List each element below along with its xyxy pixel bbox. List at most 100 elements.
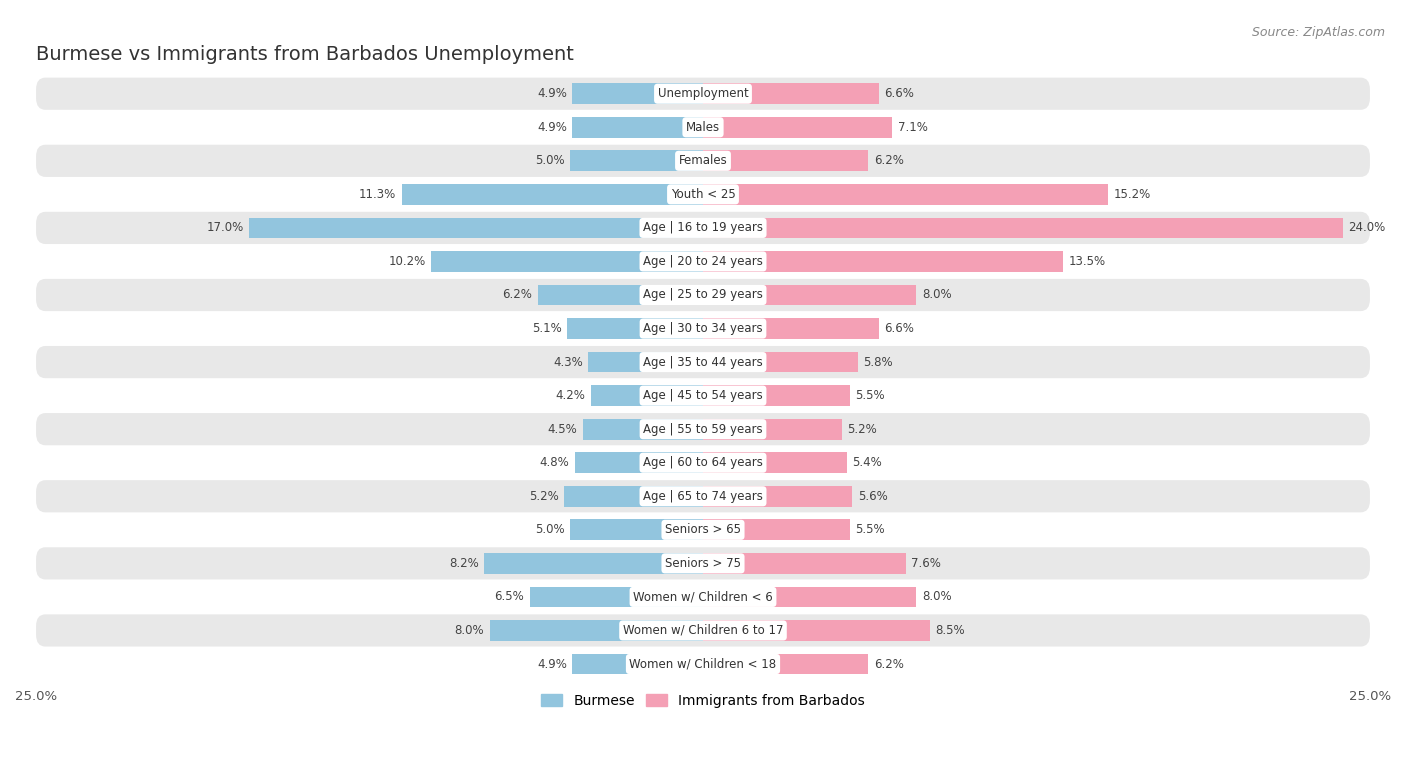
- Text: Seniors > 75: Seniors > 75: [665, 557, 741, 570]
- Text: 8.5%: 8.5%: [935, 624, 965, 637]
- Bar: [703, 419, 842, 440]
- Bar: [703, 553, 905, 574]
- Text: Age | 65 to 74 years: Age | 65 to 74 years: [643, 490, 763, 503]
- FancyBboxPatch shape: [37, 245, 1369, 278]
- Text: 15.2%: 15.2%: [1114, 188, 1152, 201]
- Text: 6.2%: 6.2%: [873, 658, 904, 671]
- Bar: [530, 587, 703, 607]
- Bar: [569, 151, 703, 171]
- FancyBboxPatch shape: [37, 379, 1369, 412]
- Text: 5.0%: 5.0%: [534, 523, 564, 536]
- Bar: [430, 251, 703, 272]
- Text: 4.5%: 4.5%: [548, 422, 578, 436]
- FancyBboxPatch shape: [37, 313, 1369, 344]
- Text: Age | 45 to 54 years: Age | 45 to 54 years: [643, 389, 763, 402]
- Text: 5.1%: 5.1%: [531, 322, 561, 335]
- Bar: [703, 318, 879, 339]
- Bar: [703, 620, 929, 641]
- Text: 7.6%: 7.6%: [911, 557, 941, 570]
- Text: 8.0%: 8.0%: [922, 590, 952, 603]
- Text: 5.8%: 5.8%: [863, 356, 893, 369]
- Text: Unemployment: Unemployment: [658, 87, 748, 100]
- Text: 13.5%: 13.5%: [1069, 255, 1105, 268]
- Text: 5.0%: 5.0%: [534, 154, 564, 167]
- Bar: [588, 352, 703, 372]
- Text: Source: ZipAtlas.com: Source: ZipAtlas.com: [1251, 26, 1385, 39]
- FancyBboxPatch shape: [37, 547, 1369, 579]
- Text: 5.6%: 5.6%: [858, 490, 887, 503]
- Bar: [703, 653, 869, 674]
- Text: Age | 30 to 34 years: Age | 30 to 34 years: [643, 322, 763, 335]
- Text: 11.3%: 11.3%: [359, 188, 396, 201]
- FancyBboxPatch shape: [37, 615, 1369, 646]
- Text: 4.3%: 4.3%: [553, 356, 583, 369]
- Text: Seniors > 65: Seniors > 65: [665, 523, 741, 536]
- Text: 5.5%: 5.5%: [855, 523, 884, 536]
- FancyBboxPatch shape: [37, 111, 1369, 143]
- Text: Burmese vs Immigrants from Barbados Unemployment: Burmese vs Immigrants from Barbados Unem…: [37, 45, 574, 64]
- Bar: [703, 285, 917, 305]
- FancyBboxPatch shape: [37, 480, 1369, 512]
- Text: Age | 25 to 29 years: Age | 25 to 29 years: [643, 288, 763, 301]
- Bar: [567, 318, 703, 339]
- Bar: [703, 151, 869, 171]
- Bar: [564, 486, 703, 506]
- Bar: [703, 117, 893, 138]
- FancyBboxPatch shape: [37, 145, 1369, 177]
- Bar: [537, 285, 703, 305]
- Bar: [484, 553, 703, 574]
- Bar: [703, 385, 849, 406]
- Bar: [402, 184, 703, 204]
- Text: Women w/ Children < 6: Women w/ Children < 6: [633, 590, 773, 603]
- Text: 7.1%: 7.1%: [898, 121, 928, 134]
- FancyBboxPatch shape: [37, 346, 1369, 378]
- Bar: [249, 217, 703, 238]
- Text: 4.8%: 4.8%: [540, 456, 569, 469]
- FancyBboxPatch shape: [37, 178, 1369, 210]
- Bar: [703, 184, 1108, 204]
- Bar: [572, 117, 703, 138]
- Bar: [703, 83, 879, 104]
- FancyBboxPatch shape: [37, 581, 1369, 613]
- Bar: [703, 251, 1063, 272]
- Text: Women w/ Children < 18: Women w/ Children < 18: [630, 658, 776, 671]
- Text: 5.4%: 5.4%: [852, 456, 882, 469]
- Text: 6.2%: 6.2%: [502, 288, 533, 301]
- Text: 5.5%: 5.5%: [855, 389, 884, 402]
- Text: Age | 60 to 64 years: Age | 60 to 64 years: [643, 456, 763, 469]
- Text: Women w/ Children 6 to 17: Women w/ Children 6 to 17: [623, 624, 783, 637]
- Text: Age | 20 to 24 years: Age | 20 to 24 years: [643, 255, 763, 268]
- Text: Age | 55 to 59 years: Age | 55 to 59 years: [643, 422, 763, 436]
- Text: 4.2%: 4.2%: [555, 389, 586, 402]
- Text: Age | 16 to 19 years: Age | 16 to 19 years: [643, 221, 763, 235]
- Text: Youth < 25: Youth < 25: [671, 188, 735, 201]
- FancyBboxPatch shape: [37, 514, 1369, 546]
- Text: Males: Males: [686, 121, 720, 134]
- Text: 6.6%: 6.6%: [884, 87, 914, 100]
- Text: 5.2%: 5.2%: [846, 422, 877, 436]
- Bar: [583, 419, 703, 440]
- Bar: [572, 653, 703, 674]
- Text: 6.6%: 6.6%: [884, 322, 914, 335]
- Text: 4.9%: 4.9%: [537, 658, 567, 671]
- Text: Females: Females: [679, 154, 727, 167]
- Bar: [703, 587, 917, 607]
- Text: 10.2%: 10.2%: [388, 255, 426, 268]
- FancyBboxPatch shape: [37, 648, 1369, 680]
- Text: 8.2%: 8.2%: [449, 557, 479, 570]
- Bar: [569, 519, 703, 540]
- Bar: [703, 486, 852, 506]
- FancyBboxPatch shape: [37, 279, 1369, 311]
- Bar: [703, 217, 1343, 238]
- FancyBboxPatch shape: [37, 413, 1369, 445]
- Text: 17.0%: 17.0%: [207, 221, 245, 235]
- Legend: Burmese, Immigrants from Barbados: Burmese, Immigrants from Barbados: [536, 688, 870, 713]
- FancyBboxPatch shape: [37, 212, 1369, 244]
- Bar: [489, 620, 703, 641]
- Text: 6.5%: 6.5%: [495, 590, 524, 603]
- Text: 24.0%: 24.0%: [1348, 221, 1386, 235]
- Text: 4.9%: 4.9%: [537, 87, 567, 100]
- Text: Age | 35 to 44 years: Age | 35 to 44 years: [643, 356, 763, 369]
- Bar: [703, 519, 849, 540]
- Bar: [572, 83, 703, 104]
